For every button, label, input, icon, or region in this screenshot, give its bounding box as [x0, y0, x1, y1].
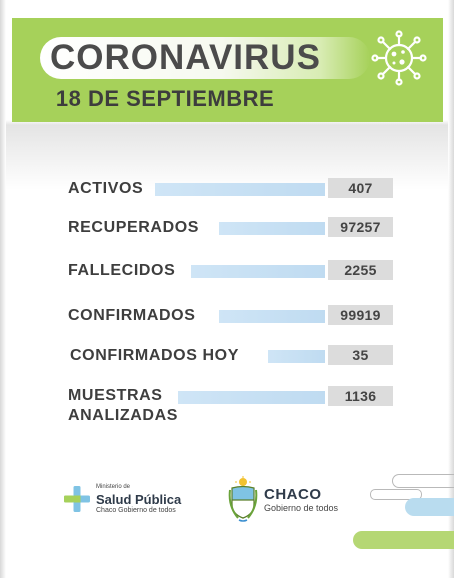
- decorative-outline-pill-small: [370, 489, 422, 500]
- stat-bar: [178, 391, 325, 404]
- stat-label: FALLECIDOS: [68, 262, 176, 279]
- virus-icon: [371, 30, 427, 86]
- stat-value: 99919: [328, 305, 393, 325]
- header-banner: CORONAVIRUS 18 DE SEPTIEMBRE: [12, 18, 443, 122]
- stat-row-confirmados-hoy: CONFIRMADOS HOY 35: [0, 345, 454, 367]
- salud-name: Salud Pública: [96, 492, 182, 507]
- stat-label: ACTIVOS: [68, 180, 144, 197]
- shield-icon: [228, 476, 258, 522]
- title-pill: [40, 37, 370, 79]
- stat-value: 407: [328, 178, 393, 198]
- chaco-name: CHACO: [264, 486, 322, 503]
- stat-bar: [219, 222, 325, 235]
- salud-subtitle: Chaco Gobierno de todos: [96, 507, 176, 514]
- stat-label: CONFIRMADOS HOY: [70, 347, 239, 364]
- stat-row-muestras: MUESTRAS ANALIZADAS 1136: [0, 386, 454, 430]
- chaco-logo: CHACO Gobierno de todos: [228, 476, 368, 524]
- right-edge-shadow: [448, 0, 454, 578]
- stat-bar: [268, 350, 325, 363]
- stat-bar: [191, 265, 325, 278]
- page-title: CORONAVIRUS: [50, 38, 321, 77]
- left-edge-shadow: [0, 0, 6, 578]
- stat-bar: [219, 310, 325, 323]
- date-label: 18 DE SEPTIEMBRE: [55, 86, 275, 111]
- stat-row-fallecidos: FALLECIDOS 2255: [0, 260, 454, 282]
- decorative-outline-pill: [392, 474, 454, 488]
- stat-row-activos: ACTIVOS 407: [0, 178, 454, 200]
- stat-label-line1: MUESTRAS: [68, 387, 163, 404]
- stat-label: CONFIRMADOS: [68, 307, 196, 324]
- stat-row-recuperados: RECUPERADOS 97257: [0, 217, 454, 239]
- stat-label-line2: ANALIZADAS: [68, 407, 178, 424]
- salud-ministerio-text: Ministerio de: [96, 484, 131, 490]
- stat-value: 35: [328, 345, 393, 365]
- decorative-blue-pill: [405, 498, 454, 516]
- stat-row-confirmados: CONFIRMADOS 99919: [0, 305, 454, 327]
- stat-value: 1136: [328, 386, 393, 406]
- stat-bar: [155, 183, 325, 196]
- salud-publica-logo: Ministerio de Salud Pública Chaco Gobier…: [62, 480, 212, 520]
- stat-label: RECUPERADOS: [68, 219, 200, 236]
- chaco-subtitle: Gobierno de todos: [264, 503, 339, 513]
- stat-value: 2255: [328, 260, 393, 280]
- plus-icon: [64, 486, 90, 512]
- stat-label: MUESTRAS ANALIZADAS: [68, 386, 178, 428]
- stat-value: 97257: [328, 217, 393, 237]
- decorative-green-pill: [353, 531, 454, 549]
